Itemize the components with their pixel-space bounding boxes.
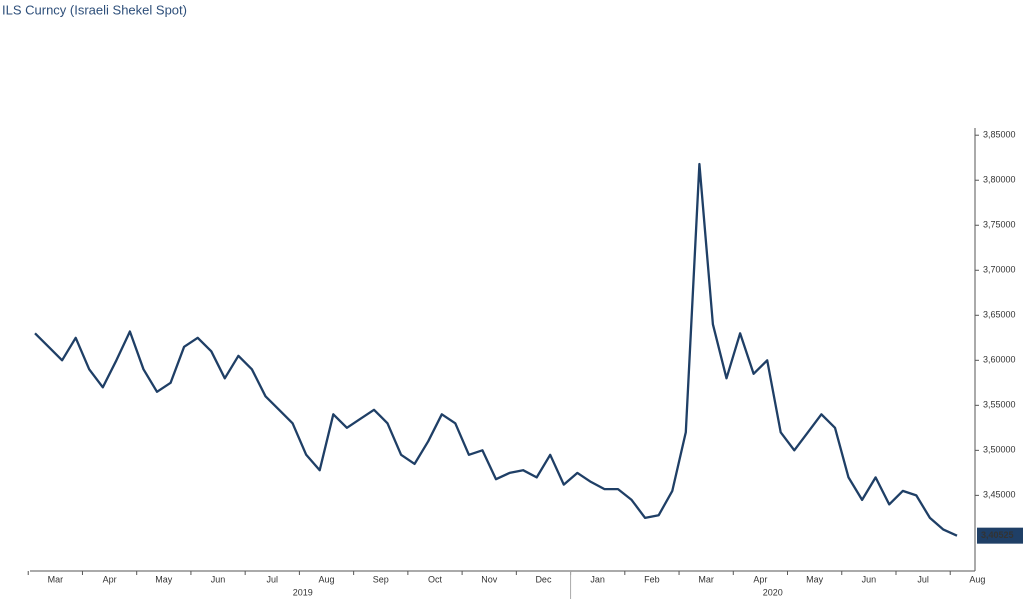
last-value-box: [977, 527, 1023, 544]
y-tick-label: 3,65000: [983, 310, 1016, 320]
year-label: 2020: [763, 587, 783, 597]
x-tick-label: Jul: [917, 574, 929, 584]
price-line: [34, 162, 958, 537]
x-tick-label: Jun: [211, 574, 226, 584]
x-tick-label: Apr: [753, 574, 767, 584]
y-tick-label: 3,45000: [983, 490, 1016, 500]
year-label: 2019: [293, 587, 313, 597]
x-tick-label: Aug: [969, 574, 985, 584]
x-tick-label: May: [806, 574, 824, 584]
y-tick-label: 3,75000: [983, 220, 1016, 230]
y-tick-label: 3,60000: [983, 355, 1016, 365]
x-tick-label: Sep: [373, 574, 389, 584]
x-tick-label: Feb: [644, 574, 660, 584]
x-tick-label: Aug: [319, 574, 335, 584]
y-tick-label: 3,55000: [983, 400, 1016, 410]
y-tick-label: 3,80000: [983, 175, 1016, 185]
x-tick-label: Mar: [48, 574, 64, 584]
x-tick-label: Apr: [103, 574, 117, 584]
x-tick-label: Dec: [535, 574, 552, 584]
y-tick-label: 3,70000: [983, 265, 1016, 275]
x-tick-label: Jun: [862, 574, 877, 584]
last-value-label: 3,40525: [981, 530, 1014, 540]
y-tick-label: 3,50000: [983, 445, 1016, 455]
chart-title: ILS Curncy (Israeli Shekel Spot): [2, 2, 187, 17]
x-tick-label: Jul: [267, 574, 279, 584]
y-tick-label: 3,85000: [983, 130, 1016, 140]
x-tick-label: Nov: [481, 574, 498, 584]
x-tick-label: Jan: [590, 574, 605, 584]
x-tick-label: Mar: [698, 574, 714, 584]
x-tick-label: May: [155, 574, 173, 584]
x-tick-label: Oct: [428, 574, 443, 584]
